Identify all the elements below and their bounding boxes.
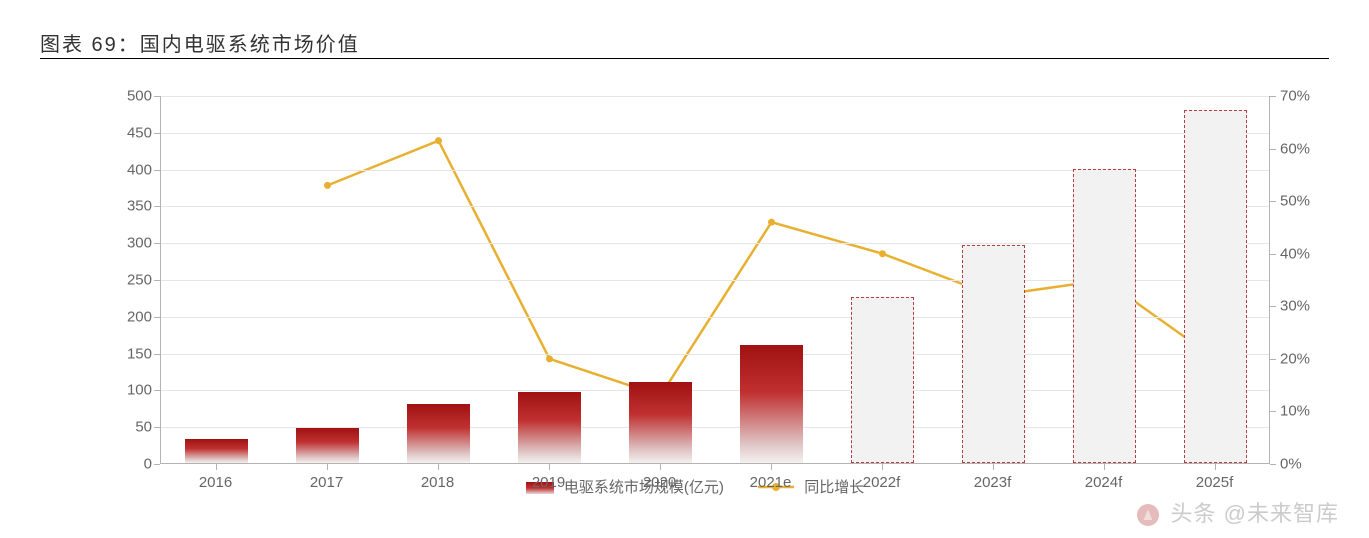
y-right-tick bbox=[1270, 254, 1276, 255]
y-right-tick bbox=[1270, 464, 1276, 465]
growth-marker bbox=[768, 219, 775, 226]
y-left-tick bbox=[154, 206, 160, 207]
y-left-tick-label: 450 bbox=[102, 124, 152, 141]
growth-marker bbox=[546, 355, 553, 362]
y-left-tick-label: 200 bbox=[102, 308, 152, 325]
y-left-tick-label: 50 bbox=[102, 419, 152, 436]
bar-actual bbox=[296, 428, 358, 463]
x-tick-label: 2019 bbox=[532, 474, 565, 491]
gridline bbox=[161, 133, 1269, 134]
x-tick bbox=[327, 464, 328, 470]
y-right-tick bbox=[1270, 201, 1276, 202]
bar-actual bbox=[740, 345, 802, 463]
growth-marker bbox=[435, 137, 442, 144]
x-tick bbox=[216, 464, 217, 470]
x-tick bbox=[771, 464, 772, 470]
bar-forecast bbox=[962, 245, 1024, 463]
y-left-tick bbox=[154, 427, 160, 428]
y-right-tick-label: 50% bbox=[1280, 193, 1330, 210]
growth-marker bbox=[324, 182, 331, 189]
x-tick-label: 2018 bbox=[421, 474, 454, 491]
x-tick bbox=[1215, 464, 1216, 470]
y-right-tick bbox=[1270, 411, 1276, 412]
bar-actual bbox=[407, 404, 469, 463]
watermark-text: 头条 @未来智库 bbox=[1171, 501, 1339, 526]
y-left-tick-label: 0 bbox=[102, 456, 152, 473]
y-left-tick-label: 500 bbox=[102, 88, 152, 105]
x-tick-label: 2022f bbox=[863, 474, 901, 491]
bar-actual bbox=[185, 439, 247, 463]
y-left-tick bbox=[154, 170, 160, 171]
chart-area bbox=[160, 96, 1270, 464]
x-tick-label: 2021e bbox=[750, 474, 792, 491]
y-left-tick-label: 300 bbox=[102, 235, 152, 252]
bar-forecast bbox=[851, 297, 913, 463]
y-right-tick-label: 30% bbox=[1280, 298, 1330, 315]
growth-marker bbox=[879, 250, 886, 257]
title-underline bbox=[40, 58, 1329, 59]
bar-forecast bbox=[1184, 110, 1246, 463]
x-tick-label: 2020 bbox=[643, 474, 676, 491]
y-left-tick-label: 150 bbox=[102, 345, 152, 362]
bar-forecast bbox=[1073, 169, 1135, 463]
x-tick bbox=[438, 464, 439, 470]
x-tick bbox=[660, 464, 661, 470]
y-right-tick-label: 40% bbox=[1280, 245, 1330, 262]
y-left-tick-label: 400 bbox=[102, 161, 152, 178]
watermark-logo-icon bbox=[1137, 504, 1159, 526]
y-left-tick-label: 100 bbox=[102, 382, 152, 399]
y-left-tick bbox=[154, 280, 160, 281]
y-left-tick bbox=[154, 317, 160, 318]
y-right-tick bbox=[1270, 96, 1276, 97]
y-left-tick bbox=[154, 133, 160, 134]
y-left-tick bbox=[154, 390, 160, 391]
y-right-tick-label: 70% bbox=[1280, 88, 1330, 105]
x-tick-label: 2016 bbox=[199, 474, 232, 491]
y-right-tick-label: 20% bbox=[1280, 350, 1330, 367]
bar-actual bbox=[518, 392, 580, 463]
x-tick bbox=[993, 464, 994, 470]
y-right-tick bbox=[1270, 149, 1276, 150]
watermark: 头条 @未来智库 bbox=[1137, 496, 1339, 528]
chart-title: 图表 69：国内电驱系统市场价值 bbox=[40, 28, 360, 57]
x-tick-label: 2017 bbox=[310, 474, 343, 491]
bar-actual bbox=[629, 382, 691, 463]
y-right-tick bbox=[1270, 359, 1276, 360]
x-tick bbox=[882, 464, 883, 470]
x-tick-label: 2023f bbox=[974, 474, 1012, 491]
y-right-tick-label: 10% bbox=[1280, 403, 1330, 420]
x-tick bbox=[1104, 464, 1105, 470]
x-tick-label: 2024f bbox=[1085, 474, 1123, 491]
y-left-tick bbox=[154, 464, 160, 465]
legend-line-label: 同比增长 bbox=[804, 479, 864, 496]
plot: 电驱系统市场规模(亿元) 同比增长 0501001502002503003504… bbox=[100, 78, 1290, 488]
y-right-tick-label: 60% bbox=[1280, 140, 1330, 157]
y-right-tick bbox=[1270, 306, 1276, 307]
x-tick bbox=[549, 464, 550, 470]
y-left-tick-label: 250 bbox=[102, 272, 152, 289]
chart-container: 图表 69：国内电驱系统市场价值 电驱系统市场规模(亿元) 同比增长 05010… bbox=[0, 0, 1369, 538]
y-left-tick-label: 350 bbox=[102, 198, 152, 215]
x-tick-label: 2025f bbox=[1196, 474, 1234, 491]
y-left-tick bbox=[154, 354, 160, 355]
y-left-tick bbox=[154, 243, 160, 244]
gridline bbox=[161, 96, 1269, 97]
y-right-tick-label: 0% bbox=[1280, 456, 1330, 473]
y-left-tick bbox=[154, 96, 160, 97]
